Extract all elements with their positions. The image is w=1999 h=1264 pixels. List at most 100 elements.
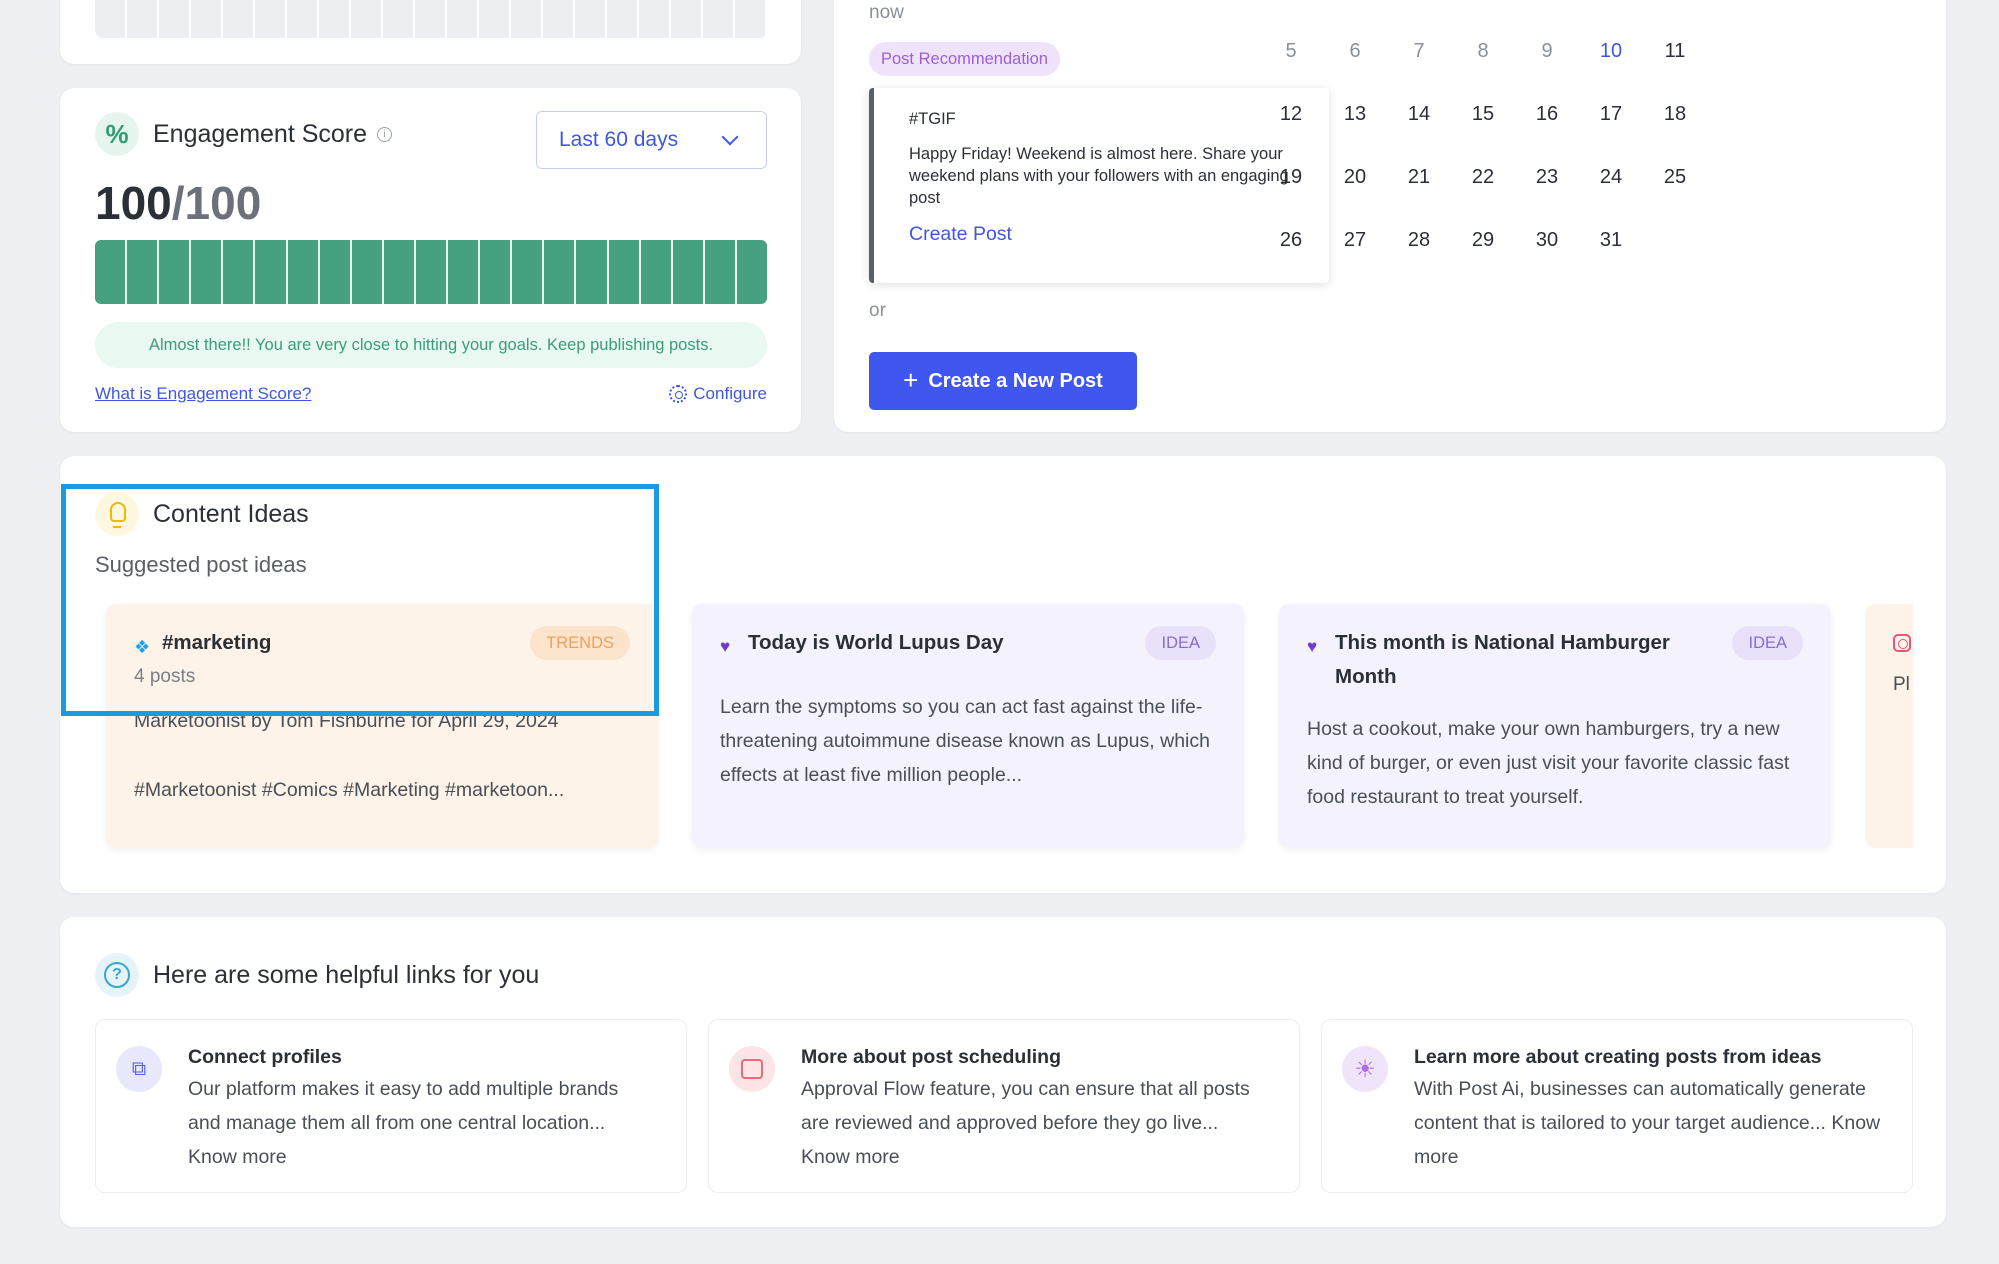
heart-icon: ♥ bbox=[720, 637, 731, 656]
progress-segment bbox=[95, 240, 128, 304]
calendar-week: 5 6 7 8 9 10 11 bbox=[1259, 20, 1707, 83]
calendar-day[interactable]: 29 bbox=[1471, 229, 1495, 251]
idea-card-hamburger-month[interactable]: ♥ This month is National Hamburger Month… bbox=[1279, 604, 1831, 848]
progress-segment bbox=[319, 240, 352, 304]
share-icon: ⧉ bbox=[116, 1046, 162, 1092]
now-label: now bbox=[869, 2, 904, 23]
calendar-day[interactable]: 27 bbox=[1343, 229, 1367, 251]
helpful-links-title: Here are some helpful links for you bbox=[153, 960, 540, 989]
calendar-day[interactable]: 17 bbox=[1599, 103, 1623, 125]
link-body: Approval Flow feature, you can ensure th… bbox=[801, 1078, 1250, 1168]
previous-progress-bar bbox=[95, 0, 767, 38]
idea-card-lupus-day[interactable]: ♥ Today is World Lupus Day IDEA Learn th… bbox=[692, 604, 1244, 848]
sun-icon: ☀ bbox=[1342, 1046, 1388, 1092]
calendar-day[interactable]: 26 bbox=[1279, 229, 1303, 251]
link-title: Connect profiles bbox=[188, 1046, 342, 1068]
calendar-day[interactable]: 24 bbox=[1599, 166, 1623, 188]
calendar-day[interactable]: 9 bbox=[1541, 40, 1553, 62]
content-ideas-highlight bbox=[61, 484, 659, 716]
date-range-value: Last 60 days bbox=[559, 128, 679, 151]
percent-icon: % bbox=[95, 112, 139, 156]
recommendation-card: now Post Recommendation #TGIF Happy Frid… bbox=[834, 0, 1946, 432]
calendar-week: 26 27 28 29 30 31 bbox=[1259, 209, 1707, 272]
progress-segment bbox=[736, 240, 767, 304]
previous-score-card bbox=[60, 0, 801, 64]
calendar-day[interactable]: 21 bbox=[1407, 166, 1431, 188]
recommendation-body: Happy Friday! Weekend is almost here. Sh… bbox=[909, 145, 1289, 207]
calendar-day[interactable]: 31 bbox=[1599, 229, 1623, 251]
helpful-links-header: ? Here are some helpful links for you bbox=[95, 953, 539, 997]
calendar-week: 12 13 14 15 16 17 18 bbox=[1259, 83, 1707, 146]
idea-badge: IDEA bbox=[1732, 626, 1803, 660]
progress-segment bbox=[191, 240, 224, 304]
or-label: or bbox=[869, 300, 886, 321]
idea-card-partial[interactable]: Pl bbox=[1865, 604, 1913, 848]
calendar-day[interactable]: 8 bbox=[1477, 40, 1489, 62]
idea-title: This month is National Hamburger Month bbox=[1335, 631, 1670, 688]
progress-segment bbox=[544, 240, 577, 304]
calendar-day[interactable]: 12 bbox=[1279, 103, 1303, 125]
engagement-title: Engagement Score bbox=[153, 119, 368, 148]
calendar-day[interactable]: 19 bbox=[1279, 166, 1303, 188]
what-is-engagement-link[interactable]: What is Engagement Score? bbox=[95, 384, 312, 403]
progress-segment bbox=[672, 240, 705, 304]
link-card-posts-from-ideas[interactable]: ☀ Learn more about creating posts from i… bbox=[1321, 1019, 1913, 1193]
idea-post-count: 4 posts bbox=[134, 666, 196, 687]
calendar-week: 19 20 21 22 23 24 25 bbox=[1259, 146, 1707, 209]
calendar-day[interactable]: 13 bbox=[1343, 103, 1367, 125]
progress-segment bbox=[448, 240, 481, 304]
calendar-day[interactable]: 6 bbox=[1349, 40, 1361, 62]
calendar-grid: 5 6 7 8 9 10 11 12 13 14 15 16 17 18 19 20 21 22 23 24 25 26 2… bbox=[1259, 20, 1707, 272]
progress-segment bbox=[576, 240, 609, 304]
post-recommendation-badge: Post Recommendation bbox=[869, 42, 1060, 76]
calendar-day[interactable]: 30 bbox=[1535, 229, 1559, 251]
create-new-post-button[interactable]: + Create a New Post bbox=[869, 352, 1137, 410]
calendar-day[interactable]: 25 bbox=[1663, 166, 1687, 188]
lightbulb-icon bbox=[95, 492, 139, 536]
link-body: With Post Ai, businesses can automatical… bbox=[1414, 1078, 1881, 1168]
helpful-links-card: ? Here are some helpful links for you ⧉ … bbox=[60, 917, 1946, 1227]
create-post-link[interactable]: Create Post bbox=[909, 223, 1012, 245]
idea-card-marketing[interactable]: ❖ #marketing TRENDS 4 posts Marketoonist… bbox=[106, 604, 658, 848]
engagement-progress-bar bbox=[95, 240, 767, 304]
progress-segment bbox=[223, 240, 256, 304]
content-ideas-subtitle: Suggested post ideas bbox=[95, 552, 307, 577]
idea-text: Host a cookout, make your own hamburgers… bbox=[1307, 718, 1790, 808]
plus-icon: + bbox=[903, 364, 919, 395]
link-card-connect-profiles[interactable]: ⧉ Connect profiles Our platform makes it… bbox=[95, 1019, 687, 1193]
info-icon[interactable]: i bbox=[377, 126, 393, 142]
calendar-day[interactable]: 20 bbox=[1343, 166, 1367, 188]
instagram-icon bbox=[1893, 634, 1911, 652]
calendar-day[interactable]: 15 bbox=[1471, 103, 1495, 125]
calendar-day[interactable]: 5 bbox=[1285, 40, 1297, 62]
recommendation-tag: #TGIF bbox=[909, 110, 956, 128]
idea-text: Learn the symptoms so you can act fast a… bbox=[720, 696, 1210, 786]
calendar-day[interactable]: 22 bbox=[1471, 166, 1495, 188]
chevron-down-icon bbox=[721, 128, 739, 146]
configure-link[interactable]: Configure bbox=[669, 384, 767, 404]
question-icon: ? bbox=[95, 953, 139, 997]
engagement-score-card: % Engagement Score i Last 60 days 100/10… bbox=[60, 88, 801, 432]
date-range-select[interactable]: Last 60 days bbox=[536, 111, 767, 169]
calendar-day[interactable]: 14 bbox=[1407, 103, 1431, 125]
idea-hashtags: #Marketoonist #Comics #Marketing #market… bbox=[134, 779, 565, 801]
calendar-day[interactable]: 11 bbox=[1664, 40, 1686, 62]
gear-icon bbox=[669, 385, 688, 403]
calendar-day[interactable]: 18 bbox=[1663, 103, 1687, 125]
calendar-day[interactable]: 16 bbox=[1535, 103, 1559, 125]
calendar-day[interactable]: 10 bbox=[1599, 40, 1623, 62]
content-ideas-header: Content Ideas bbox=[95, 492, 309, 536]
link-card-post-scheduling[interactable]: More about post scheduling Approval Flow… bbox=[708, 1019, 1300, 1193]
link-body: Our platform makes it easy to add multip… bbox=[188, 1078, 619, 1168]
progress-segment bbox=[127, 240, 160, 304]
calendar-day[interactable]: 23 bbox=[1535, 166, 1559, 188]
calendar-day[interactable]: 28 bbox=[1407, 229, 1431, 251]
calendar-day[interactable]: 7 bbox=[1413, 40, 1425, 62]
idea-card-header: ♥ This month is National Hamburger Month… bbox=[1307, 626, 1803, 694]
content-ideas-title: Content Ideas bbox=[153, 499, 309, 528]
engagement-score-value: 100/100 bbox=[95, 176, 261, 230]
idea-title: #marketing bbox=[162, 631, 272, 654]
configure-label: Configure bbox=[693, 384, 767, 403]
link-title: More about post scheduling bbox=[801, 1046, 1062, 1068]
progress-segment bbox=[287, 240, 320, 304]
